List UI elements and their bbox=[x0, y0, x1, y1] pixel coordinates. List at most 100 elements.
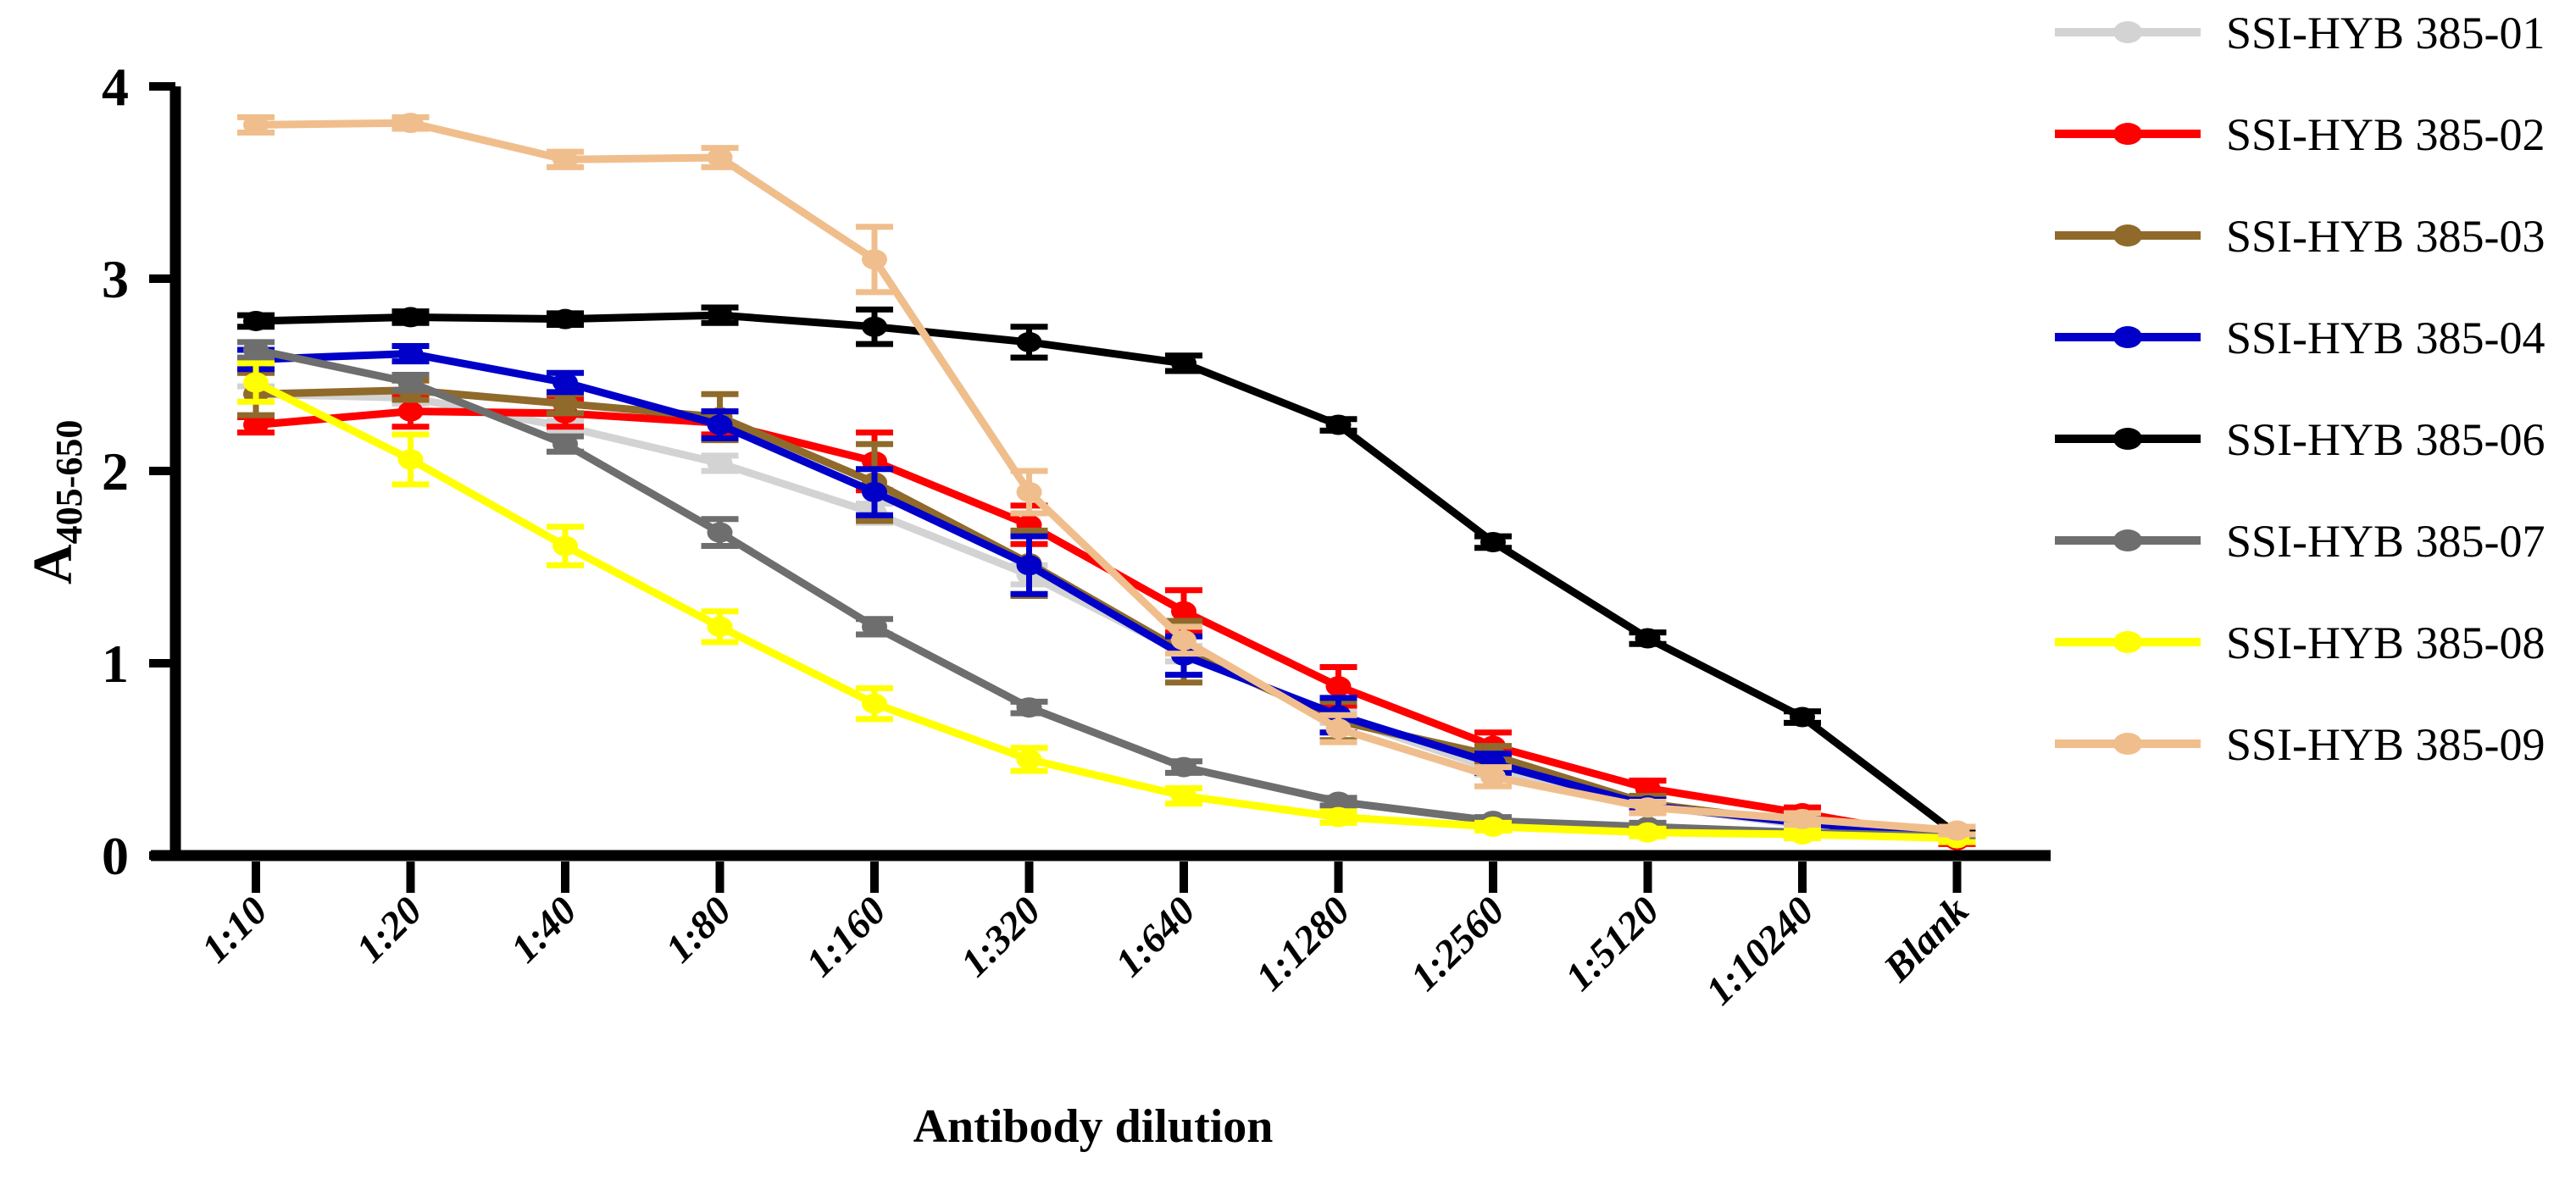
data-point-marker bbox=[1016, 749, 1042, 770]
legend-point-marker bbox=[2113, 224, 2142, 246]
data-point-marker bbox=[552, 393, 578, 414]
legend-item: SSI-HYB 385-09 bbox=[2055, 719, 2545, 770]
data-point-marker bbox=[1016, 481, 1042, 502]
legend-item: SSI-HYB 385-07 bbox=[2055, 516, 2545, 567]
data-point-marker bbox=[552, 434, 578, 455]
data-point-marker bbox=[1325, 806, 1352, 828]
series-ssi-hyb-385-06 bbox=[237, 304, 1976, 845]
legend-point-marker bbox=[2113, 529, 2142, 551]
y-axis-title-subscript: 405-650 bbox=[48, 420, 90, 545]
series-ssi-hyb-385-02 bbox=[237, 392, 1976, 850]
x-tick-label: 1:5120 bbox=[1557, 889, 1668, 1000]
data-point-marker bbox=[552, 149, 578, 170]
legend-point-marker bbox=[2113, 733, 2142, 755]
data-point-marker bbox=[707, 147, 733, 168]
legend-label: SSI-HYB 385-04 bbox=[2226, 313, 2545, 363]
legend-item: SSI-HYB 385-06 bbox=[2055, 414, 2545, 465]
legend-label: SSI-HYB 385-09 bbox=[2226, 719, 2545, 770]
y-tick-label: 4 bbox=[102, 57, 129, 117]
legend-label: SSI-HYB 385-03 bbox=[2226, 211, 2545, 262]
data-point-marker bbox=[1325, 676, 1352, 697]
series-line bbox=[255, 346, 1957, 840]
legend: SSI-HYB 385-01 SSI-HYB 385-02 SSI-HYB 385-… bbox=[2055, 8, 2545, 770]
data-point-marker bbox=[707, 522, 733, 543]
x-tick-label: 1:320 bbox=[952, 889, 1049, 985]
x-tick-label: 1:20 bbox=[348, 889, 431, 972]
data-point-marker bbox=[707, 616, 733, 637]
data-point-marker bbox=[1480, 816, 1506, 837]
y-tick-label: 3 bbox=[102, 249, 129, 309]
data-point-marker bbox=[243, 310, 269, 331]
legend-label: SSI-HYB 385-02 bbox=[2226, 109, 2545, 160]
data-point-marker bbox=[397, 372, 424, 393]
data-point-marker bbox=[1325, 791, 1352, 812]
data-point-marker bbox=[552, 535, 578, 557]
y-tick-label: 0 bbox=[102, 826, 129, 886]
data-point-marker bbox=[1325, 718, 1352, 739]
x-tick-label: 1:1280 bbox=[1247, 889, 1358, 1000]
data-point-marker bbox=[397, 401, 424, 422]
data-point-marker bbox=[1016, 555, 1042, 576]
x-tick-label: 1:160 bbox=[797, 889, 894, 985]
data-point-marker bbox=[1790, 706, 1815, 728]
legend-item: SSI-HYB 385-02 bbox=[2055, 109, 2545, 160]
legend-item: SSI-HYB 385-03 bbox=[2055, 211, 2545, 262]
data-point-marker bbox=[862, 316, 887, 337]
data-point-marker bbox=[243, 372, 269, 393]
x-tick-label: 1:10 bbox=[193, 889, 276, 972]
data-point-marker bbox=[862, 616, 887, 637]
data-point-marker bbox=[1480, 766, 1506, 787]
x-tick-label: Blank bbox=[1875, 889, 1978, 991]
data-point-marker bbox=[1480, 531, 1506, 552]
data-point-marker bbox=[243, 114, 269, 136]
data-point-marker bbox=[862, 249, 887, 270]
series-ssi-hyb-385-08 bbox=[237, 360, 1976, 849]
data-point-marker bbox=[1016, 697, 1042, 718]
data-point-marker bbox=[552, 308, 578, 330]
data-point-marker bbox=[1016, 331, 1042, 352]
series-line bbox=[255, 311, 1960, 838]
legend-point-marker bbox=[2113, 631, 2142, 653]
legend-point-marker bbox=[2113, 123, 2142, 145]
legend-item: SSI-HYB 385-04 bbox=[2055, 313, 2545, 363]
data-point-marker bbox=[707, 452, 733, 474]
data-point-marker bbox=[1171, 601, 1196, 622]
data-point-marker bbox=[1171, 785, 1196, 806]
data-point-marker bbox=[1325, 414, 1352, 435]
data-point-marker bbox=[397, 113, 424, 134]
data-point-marker bbox=[707, 414, 733, 435]
data-point-marker bbox=[1635, 628, 1661, 649]
data-point-marker bbox=[1171, 352, 1196, 374]
data-point-marker bbox=[1171, 756, 1196, 778]
data-point-marker bbox=[552, 372, 578, 393]
x-tick-label: 1:640 bbox=[1107, 889, 1203, 985]
data-point-marker bbox=[862, 693, 887, 714]
data-point-marker bbox=[1635, 797, 1661, 818]
data-point-marker bbox=[1635, 822, 1661, 843]
data-point-marker bbox=[243, 339, 269, 360]
data-point-marker bbox=[1944, 820, 1970, 841]
legend-point-marker bbox=[2113, 21, 2142, 43]
y-tick-label: 2 bbox=[102, 441, 129, 501]
legend-point-marker bbox=[2113, 428, 2142, 450]
series-line bbox=[255, 390, 1957, 840]
legend-label: SSI-HYB 385-08 bbox=[2226, 618, 2545, 668]
legend-item: SSI-HYB 385-08 bbox=[2055, 618, 2545, 668]
x-tick-label: 1:40 bbox=[502, 889, 586, 972]
x-tick-label: 1:10240 bbox=[1697, 889, 1823, 1014]
series-line bbox=[255, 119, 1957, 834]
legend-item: SSI-HYB 385-01 bbox=[2055, 8, 2545, 58]
data-point-marker bbox=[862, 481, 887, 502]
series-ssi-hyb-385-09 bbox=[237, 113, 1976, 841]
series-ssi-hyb-385-07 bbox=[237, 339, 1976, 847]
data-point-marker bbox=[243, 414, 269, 435]
x-tick-label: 1:80 bbox=[658, 889, 741, 972]
legend-label: SSI-HYB 385-01 bbox=[2226, 8, 2545, 58]
data-point-marker bbox=[397, 343, 424, 364]
x-axis-title: Antibody dilution bbox=[913, 1100, 1274, 1153]
data-point-marker bbox=[397, 307, 424, 328]
legend-label: SSI-HYB 385-07 bbox=[2226, 516, 2545, 567]
x-tick-label: 1:2560 bbox=[1402, 889, 1513, 1000]
